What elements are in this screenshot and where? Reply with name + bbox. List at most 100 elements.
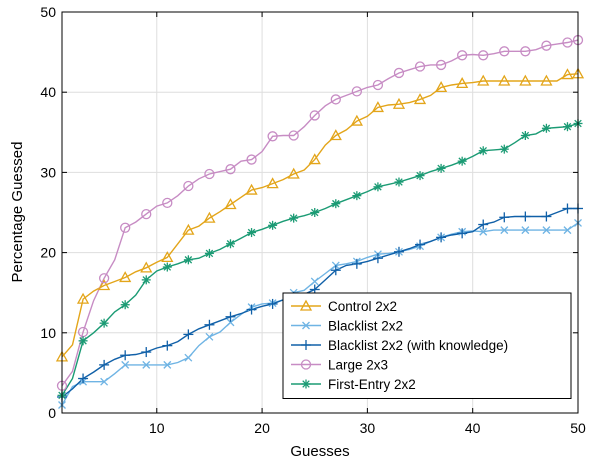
data-point (541, 40, 552, 51)
legend-marker (301, 340, 311, 350)
data-point (542, 226, 551, 235)
data-point (499, 144, 509, 154)
data-point (183, 329, 194, 340)
markers-layer (55, 34, 585, 409)
legend-marker (301, 379, 311, 389)
data-point (331, 199, 341, 209)
data-point (456, 77, 469, 89)
legend-marker (299, 299, 313, 311)
data-point (204, 168, 215, 180)
data-point (142, 360, 151, 369)
plot-frame (61, 11, 579, 414)
y-tick-label: 0 (48, 405, 56, 421)
data-point (520, 211, 531, 222)
data-point (225, 311, 236, 322)
data-point (351, 258, 362, 269)
data-point (520, 46, 531, 57)
data-point (141, 347, 152, 358)
data-point (98, 273, 110, 284)
data-point (479, 227, 488, 236)
x-tick-label: 20 (254, 420, 270, 436)
data-point (330, 265, 341, 276)
data-point (434, 81, 448, 93)
data-point (329, 129, 342, 141)
data-point (540, 74, 553, 86)
x-tick-label: 30 (360, 420, 376, 436)
data-point (162, 262, 172, 272)
data-point (204, 319, 215, 330)
legend-marker (300, 359, 312, 370)
data-point (562, 122, 572, 132)
data-point (225, 239, 235, 249)
data-point (541, 211, 552, 222)
data-point (245, 183, 258, 195)
data-point (309, 110, 320, 121)
axis-ticks: 0 10 20 30 40 50 10 20 30 40 50 (40, 4, 586, 436)
data-point (78, 336, 88, 346)
data-point (226, 318, 235, 327)
data-point (393, 246, 404, 257)
data-point (266, 177, 279, 189)
data-point (392, 97, 406, 109)
legend-entry: First-Entry 2x2 (328, 377, 416, 392)
data-point (99, 318, 109, 328)
x-tick-label: 10 (149, 420, 165, 436)
data-point (98, 279, 111, 291)
data-point (498, 74, 511, 86)
data-point (246, 154, 257, 165)
data-point (247, 228, 257, 238)
data-point (436, 163, 446, 173)
data-point (372, 79, 384, 91)
data-point (204, 248, 214, 258)
series-line-2 (62, 207, 578, 398)
y-tick-label: 30 (40, 164, 56, 180)
data-point (310, 277, 319, 286)
data-point (478, 50, 489, 61)
data-point (352, 191, 362, 201)
legend-box (282, 292, 572, 399)
data-point (499, 46, 510, 57)
data-point (415, 239, 426, 250)
data-point (267, 298, 278, 309)
series-line-1 (62, 222, 578, 406)
data-point (119, 271, 132, 283)
data-point (393, 67, 405, 79)
data-point (478, 219, 489, 230)
data-point (140, 261, 153, 273)
x-axis-label: Guesses (290, 443, 349, 460)
data-point (268, 220, 278, 230)
data-point (76, 292, 90, 304)
data-point (561, 68, 574, 80)
data-point (500, 226, 509, 235)
data-point (100, 377, 109, 386)
data-point (121, 360, 130, 369)
y-tick-label: 20 (40, 245, 56, 261)
data-point (499, 212, 510, 223)
data-point (183, 180, 194, 192)
data-point (184, 353, 193, 362)
data-point (562, 203, 573, 214)
data-point (203, 211, 216, 223)
data-point (415, 171, 425, 181)
data-point (225, 164, 236, 175)
series-line-3 (62, 39, 578, 387)
data-point (435, 59, 447, 71)
grid-lines (62, 12, 578, 413)
data-point (520, 131, 530, 141)
data-point (183, 255, 193, 265)
x-tick-label: 50 (570, 420, 586, 436)
data-point (205, 332, 214, 341)
data-point (287, 167, 300, 179)
legend-entry: Blacklist 2x2 (328, 319, 403, 334)
legend-marker (302, 321, 310, 330)
data-point (436, 232, 447, 243)
data-point (224, 198, 237, 210)
data-point (162, 197, 173, 209)
data-point (120, 300, 130, 310)
data-point (351, 86, 363, 97)
data-point (394, 177, 404, 187)
data-point (413, 93, 427, 105)
data-point (373, 182, 383, 192)
x-tick-label: 40 (465, 420, 481, 436)
data-point (120, 222, 131, 233)
